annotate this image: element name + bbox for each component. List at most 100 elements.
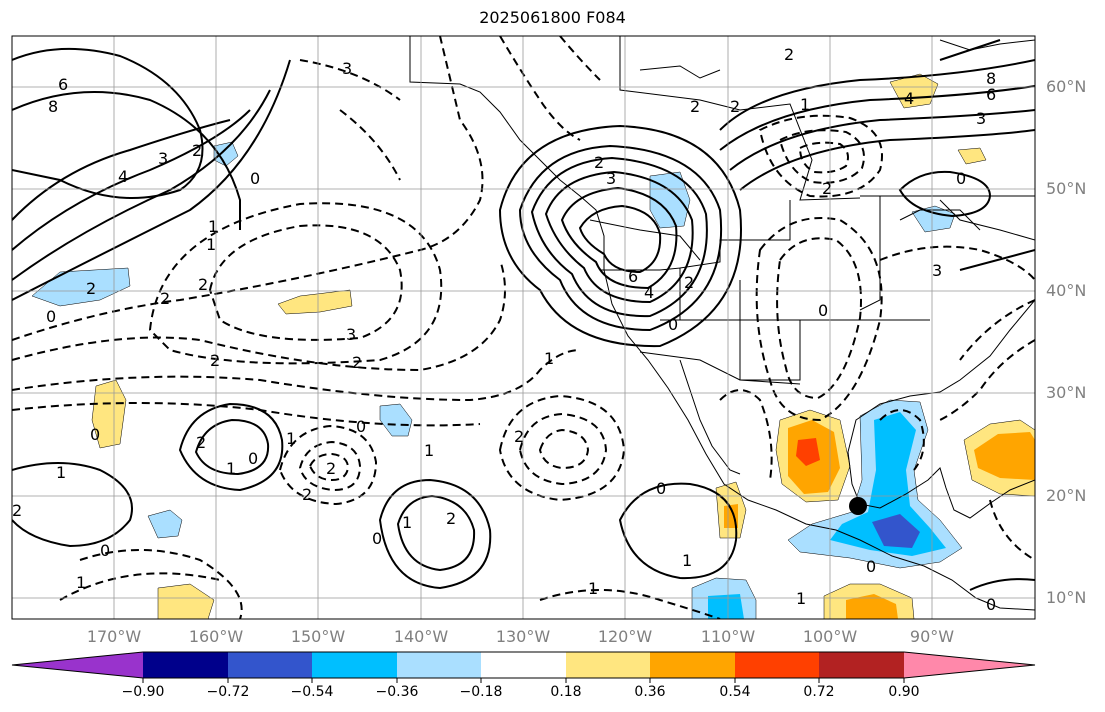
lon-label-140w: 140°W <box>393 627 449 646</box>
contour-label: 2 <box>192 141 202 160</box>
contour-label: 2 <box>514 427 524 446</box>
contour-label: 1 <box>208 217 218 236</box>
contour-label: 1 <box>56 463 66 482</box>
colorbar-cell <box>312 652 397 678</box>
lat-label-20n: 20°N <box>1046 486 1087 505</box>
contour-label: 0 <box>356 417 366 436</box>
contour-label: 2 <box>326 459 336 478</box>
contour-label: 8 <box>986 69 996 88</box>
positive-contours <box>12 39 1035 591</box>
coastlines <box>409 36 1035 611</box>
contour-label: 0 <box>986 595 996 614</box>
lat-label-40n: 40°N <box>1046 281 1087 300</box>
contour-label: 4 <box>644 283 654 302</box>
positive-anomaly-area <box>846 594 898 619</box>
contour-label: 0 <box>100 541 110 560</box>
colorbar-tick-label: 0.18 <box>550 684 582 700</box>
negative-anomaly-area <box>708 594 744 619</box>
lon-label-130w: 130°W <box>495 627 551 646</box>
contour-label: 1 <box>76 573 86 592</box>
contour-label: 1 <box>226 459 236 478</box>
colorbar-cell <box>650 652 735 678</box>
contour-label: 1 <box>206 235 216 254</box>
contour-label: 6 <box>986 85 996 104</box>
colorbar-cell <box>12 652 143 678</box>
contour-label: 2 <box>594 153 604 172</box>
contour-label: 2 <box>198 275 208 294</box>
negative-anomaly-area <box>147 509 183 539</box>
contour-label: 1 <box>402 513 412 532</box>
contour-label: 0 <box>46 307 56 326</box>
contour-label: 2 <box>730 97 740 116</box>
contour-label: 6 <box>58 75 68 94</box>
graticule <box>12 36 1035 619</box>
map-frame <box>11 35 1036 620</box>
colorbar-tick-label: −0.90 <box>121 684 165 700</box>
contour-label: 1 <box>588 579 598 598</box>
positive-anomaly-area <box>277 289 353 315</box>
lon-label-120w: 120°W <box>597 627 653 646</box>
contour-label: 3 <box>932 261 942 280</box>
negative-anomaly-area <box>830 412 946 556</box>
contour-label: 3 <box>976 109 986 128</box>
contour-label: 2 <box>352 353 362 372</box>
colorbar-cell <box>904 652 1035 678</box>
contour-label: 3 <box>158 149 168 168</box>
lon-label-160w: 160°W <box>188 627 244 646</box>
lat-label-30n: 30°N <box>1046 383 1087 402</box>
colorbar-cell <box>481 652 566 678</box>
contour-label: 0 <box>372 529 382 548</box>
contour-label: 2 <box>446 509 456 528</box>
positive-anomaly-area <box>957 147 987 165</box>
contour-label: 0 <box>818 301 828 320</box>
positive-anomaly-area <box>974 432 1035 480</box>
colorbar-tick-label: −0.18 <box>459 684 503 700</box>
figure-title: 2025061800 F084 <box>479 8 626 27</box>
contour-label: 1 <box>800 95 810 114</box>
contour-label: 2 <box>684 273 694 292</box>
colorbar-tick-label: 0.90 <box>888 684 920 700</box>
positive-anomaly-area <box>796 438 820 466</box>
colorbar-tick-label: 0.36 <box>634 684 666 700</box>
contour-label: 2 <box>12 501 22 520</box>
contour-label: 1 <box>796 589 806 608</box>
lat-label-60n: 60°N <box>1046 77 1087 96</box>
contour-label: 0 <box>866 557 876 576</box>
contour-label: 2 <box>196 433 206 452</box>
lon-label-150w: 150°W <box>290 627 346 646</box>
contour-label: 2 <box>822 179 832 198</box>
contour-label: 2 <box>160 289 170 308</box>
negative-anomaly-area <box>379 403 413 437</box>
location-marker <box>849 497 867 515</box>
contour-label: 1 <box>286 429 296 448</box>
lat-label-10n: 10°N <box>1046 588 1087 607</box>
lon-label-100w: 100°W <box>802 627 858 646</box>
colorbar-tick-label: 0.54 <box>719 684 751 700</box>
contour-label: 2 <box>690 97 700 116</box>
contour-label: 2 <box>210 351 220 370</box>
contour-label: 4 <box>904 89 914 108</box>
lon-label-110w: 110°W <box>700 627 756 646</box>
contour-label: 1 <box>682 551 692 570</box>
contour-label: 0 <box>248 449 258 468</box>
contour-label: 3 <box>346 325 356 344</box>
negative-anomaly-area <box>872 514 920 548</box>
colorbar-cell <box>143 652 228 678</box>
contour-label: 3 <box>606 169 616 188</box>
colorbar-cell <box>819 652 904 678</box>
colorbar-cell <box>228 652 312 678</box>
colorbar <box>11 651 1036 683</box>
contour-label-group: 6 8 4 3 2 2 1 0 2 2 0 3 1 2 1 2 1 2 0 2 … <box>12 45 996 614</box>
contour-label: 3 <box>342 59 352 78</box>
contour-label: 1 <box>544 349 554 368</box>
negative-anomaly-area <box>213 141 239 167</box>
contour-label: 0 <box>656 479 666 498</box>
contour-label: 0 <box>90 425 100 444</box>
contour-label: 2 <box>302 485 312 504</box>
colorbar-tick-label: −0.36 <box>375 684 419 700</box>
contour-label: 2 <box>86 279 96 298</box>
lat-label-50n: 50°N <box>1046 179 1087 198</box>
colorbar-tick-label: −0.54 <box>290 684 334 700</box>
positive-anomaly-area <box>91 379 127 449</box>
